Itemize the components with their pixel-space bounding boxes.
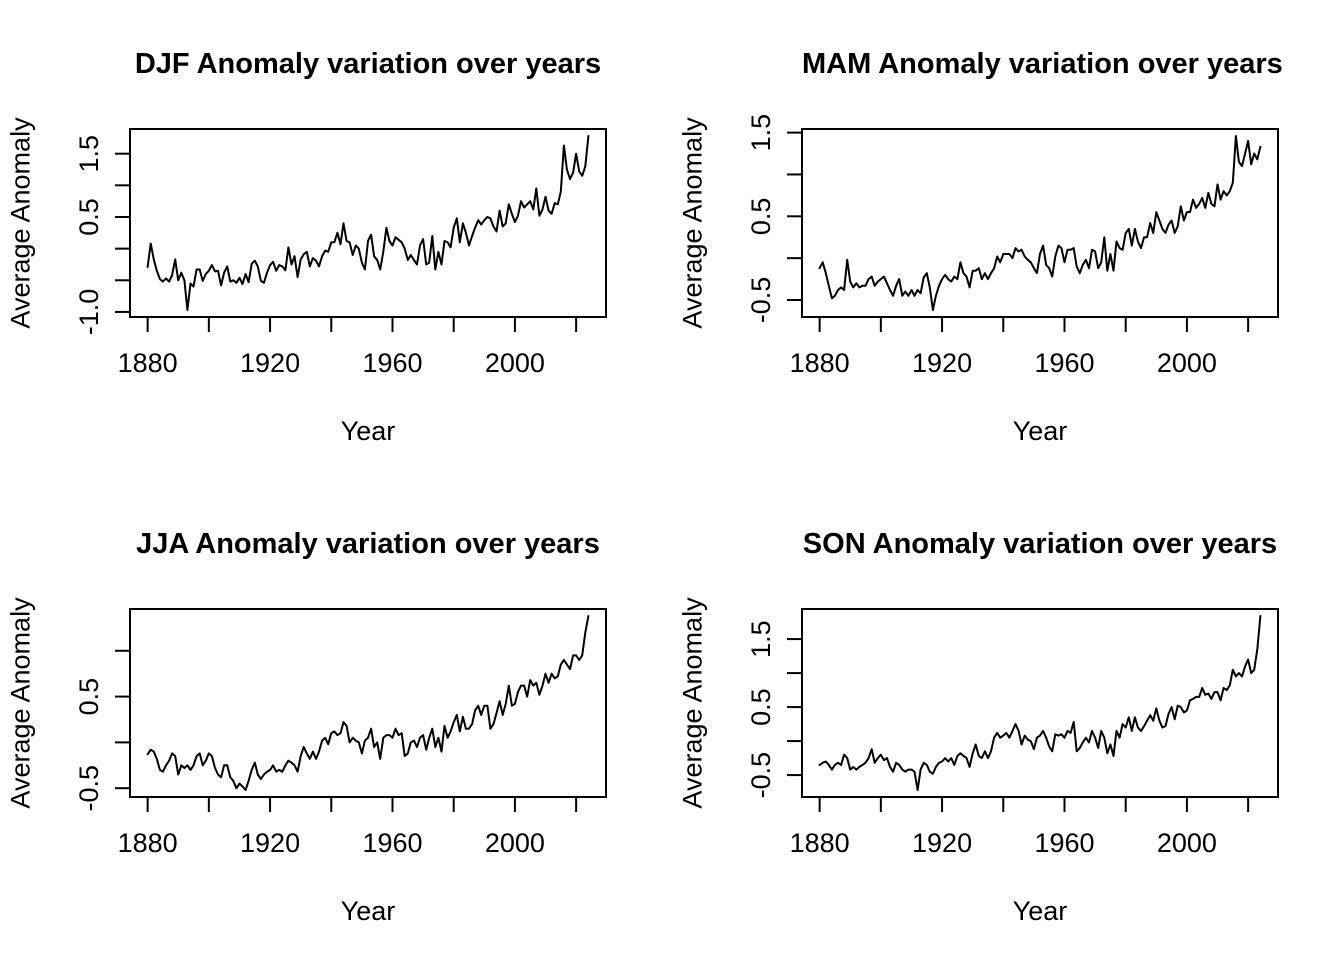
x-tick-label: 1960 [1034, 348, 1094, 378]
y-axis-label-son: Average Anomaly [677, 597, 708, 809]
data-line [818, 135, 1262, 311]
x-tick-label: 1880 [118, 348, 178, 378]
data-line [146, 615, 590, 791]
panel-son: 1880 1920 1960 2000 -0.5 0.5 1.5 SON Anomaly v… [672, 480, 1344, 960]
x-tick-label: 2000 [485, 828, 545, 858]
y-axis-label-djf: Average Anomaly [5, 117, 36, 329]
y-tick-label: 0.5 [74, 198, 104, 236]
x-tick-label: 1880 [790, 828, 850, 858]
panel-djf: 1880 1920 1960 2000 -1.0 0.5 1.5 DJF Anomaly v… [0, 0, 672, 480]
djf-line-chart: 1880 1920 1960 2000 -1.0 0.5 1.5 [74, 128, 607, 378]
mam-line-chart: 1880 1920 1960 2000 -0.5 0.5 1.5 [746, 114, 1279, 378]
x-tick-label: 1920 [912, 828, 972, 858]
y-tick-label: -0.5 [746, 752, 776, 799]
panel-mam: 1880 1920 1960 2000 -0.5 0.5 1.5 MAM Anomaly v… [672, 0, 1344, 480]
x-tick-label: 1920 [240, 348, 300, 378]
y-tick-label: 0.5 [74, 678, 104, 716]
son-line-chart: 1880 1920 1960 2000 -0.5 0.5 1.5 [746, 608, 1279, 858]
y-tick-label: 0.5 [746, 198, 776, 236]
y-tick-label: -0.5 [74, 765, 104, 812]
x-tick-label: 1880 [790, 348, 850, 378]
y-axis-label-jja: Average Anomaly [5, 597, 36, 809]
panel-title-jja: JJA Anomaly variation over years [136, 528, 600, 560]
x-axis-label-mam: Year [1012, 416, 1068, 446]
y-tick-label: 1.5 [74, 135, 104, 173]
x-tick-label: 2000 [485, 348, 545, 378]
panel-title-son: SON Anomaly variation over years [802, 528, 1278, 560]
x-tick-label: 1920 [912, 348, 972, 378]
x-tick-label: 2000 [1157, 348, 1217, 378]
x-tick-label: 1920 [240, 828, 300, 858]
x-tick-label: 1960 [362, 828, 422, 858]
y-axis-label-mam: Average Anomaly [677, 117, 708, 329]
data-line [146, 135, 590, 311]
jja-line-chart: 1880 1920 1960 2000 -0.5 0.5 [74, 608, 607, 858]
data-line [818, 615, 1262, 791]
y-tick-label: -0.5 [746, 277, 776, 324]
x-tick-label: 1960 [1034, 828, 1094, 858]
plot-frame [129, 608, 607, 798]
plot-frame [801, 128, 1279, 318]
x-axis-label-jja: Year [340, 896, 396, 926]
x-axis-label-son: Year [1012, 896, 1068, 926]
panel-title-djf: DJF Anomaly variation over years [134, 48, 602, 80]
y-tick-label: 1.5 [746, 620, 776, 658]
panel-title-mam: MAM Anomaly variation over years [802, 48, 1283, 80]
panel-jja: 1880 1920 1960 2000 -0.5 0.5 JJA Anomaly vari… [0, 480, 672, 960]
y-tick-label: 1.5 [746, 114, 776, 152]
x-tick-label: 1880 [118, 828, 178, 858]
y-tick-label: 0.5 [746, 688, 776, 726]
x-tick-label: 1960 [362, 348, 422, 378]
x-tick-label: 2000 [1157, 828, 1217, 858]
y-tick-label: -1.0 [74, 289, 104, 336]
plot-frame [129, 128, 607, 318]
x-axis-label-djf: Year [340, 416, 396, 446]
plot-frame [801, 608, 1279, 798]
